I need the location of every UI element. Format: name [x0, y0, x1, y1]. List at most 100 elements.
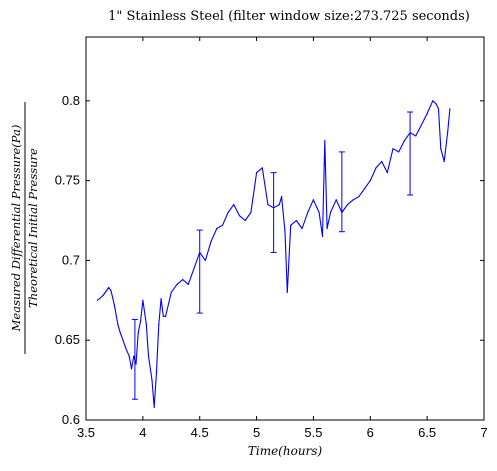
data-point [187, 283, 189, 285]
data-point [352, 199, 354, 201]
x-tick-label: 3.5 [77, 425, 95, 440]
plot-frame [85, 36, 485, 421]
data-point [204, 259, 206, 262]
data-point [133, 355, 135, 357]
data-point [335, 199, 337, 201]
data-point [102, 294, 104, 297]
data-point [435, 103, 437, 105]
chart-title: 1" Stainless Steel (filter window size:2… [108, 9, 470, 24]
data-point [96, 299, 98, 301]
data-point [137, 331, 139, 333]
data-point [318, 211, 320, 214]
data-point [267, 203, 269, 206]
data-point [238, 215, 241, 217]
x-axis-label: Time(hours) [248, 444, 323, 458]
y-axis-label-denominator: Theoretical Initial Pressure [26, 148, 40, 308]
error-bar [407, 111, 414, 196]
data-point [290, 224, 292, 226]
y-axis-label-numerator: Measured Differential Pressure(Pa) [9, 125, 23, 333]
data-point [110, 290, 112, 292]
data-point [432, 100, 434, 102]
data-point [440, 148, 442, 150]
error-bar-layer [131, 111, 414, 400]
data-point [369, 180, 371, 182]
data-point [108, 286, 110, 289]
axes-layer: 3.5 4 4.5 5 5.5 6 6.5 7 0.6 0.65 0.7 0.75 0.8 [55, 37, 488, 440]
data-point [286, 291, 288, 293]
x-tick-label: 4 [139, 425, 146, 440]
data-point [295, 219, 297, 222]
data-point [443, 160, 445, 163]
data-point [244, 219, 246, 222]
y-tick-label: 0.6 [62, 412, 80, 427]
data-point [375, 167, 377, 169]
data-point [193, 267, 195, 269]
data-point [364, 188, 366, 190]
data-point [312, 199, 315, 201]
data-point [403, 140, 405, 142]
data-point [162, 315, 164, 317]
x-tick-label: 6 [367, 425, 374, 440]
data-point [255, 172, 258, 174]
data-point [125, 347, 127, 349]
data-point [176, 283, 178, 285]
data-point [128, 355, 130, 357]
data-point [158, 323, 160, 325]
series-line [97, 100, 451, 408]
data-point [221, 224, 224, 226]
data-point [147, 355, 150, 357]
x-tick-label: 5.5 [304, 425, 322, 440]
error-bar [131, 318, 138, 400]
data-point [437, 108, 440, 110]
data-point [392, 148, 394, 150]
y-tick-label: 0.8 [62, 93, 80, 108]
data-point [151, 379, 153, 381]
data-point [278, 203, 280, 206]
data-point [153, 406, 155, 408]
data-point [117, 323, 119, 325]
data-point [447, 132, 449, 134]
data-point [449, 108, 451, 110]
data-point [182, 278, 184, 281]
data-point [160, 298, 162, 300]
data-point [321, 235, 324, 238]
x-tick-label: 6.5 [418, 425, 436, 440]
error-bar [338, 151, 345, 233]
error-bar [270, 172, 277, 253]
data-point [301, 227, 303, 230]
data-point [398, 151, 400, 153]
data-point [155, 371, 158, 373]
data-point [145, 323, 147, 325]
data-point [415, 135, 417, 137]
data-point [130, 368, 133, 370]
data-point [381, 160, 383, 163]
data-point [261, 167, 263, 169]
y-tick-label: 0.75 [55, 173, 80, 188]
data-point [307, 211, 309, 214]
data-point [326, 227, 328, 230]
data-point [170, 291, 172, 293]
data-point [139, 320, 142, 322]
data-point [329, 211, 332, 214]
y-axis-label: Measured Differential Pressure(Pa) Theor… [9, 102, 40, 354]
x-tick-label: 5 [253, 425, 260, 440]
data-point [386, 172, 388, 174]
data-point [426, 113, 428, 115]
data-point [135, 363, 137, 365]
data-point [113, 304, 116, 306]
y-tick-label: 0.7 [62, 252, 80, 267]
data-point [346, 203, 349, 206]
data-point [165, 315, 167, 317]
data-point [420, 124, 423, 126]
data-point [142, 299, 144, 301]
error-bar [196, 229, 203, 314]
data-point [227, 211, 229, 214]
x-tick-label: 4.5 [191, 425, 209, 440]
data-point [358, 195, 360, 198]
data-point [216, 227, 218, 230]
data-point [119, 331, 121, 333]
data-point [250, 211, 252, 214]
x-tick-label: 7 [480, 425, 487, 440]
